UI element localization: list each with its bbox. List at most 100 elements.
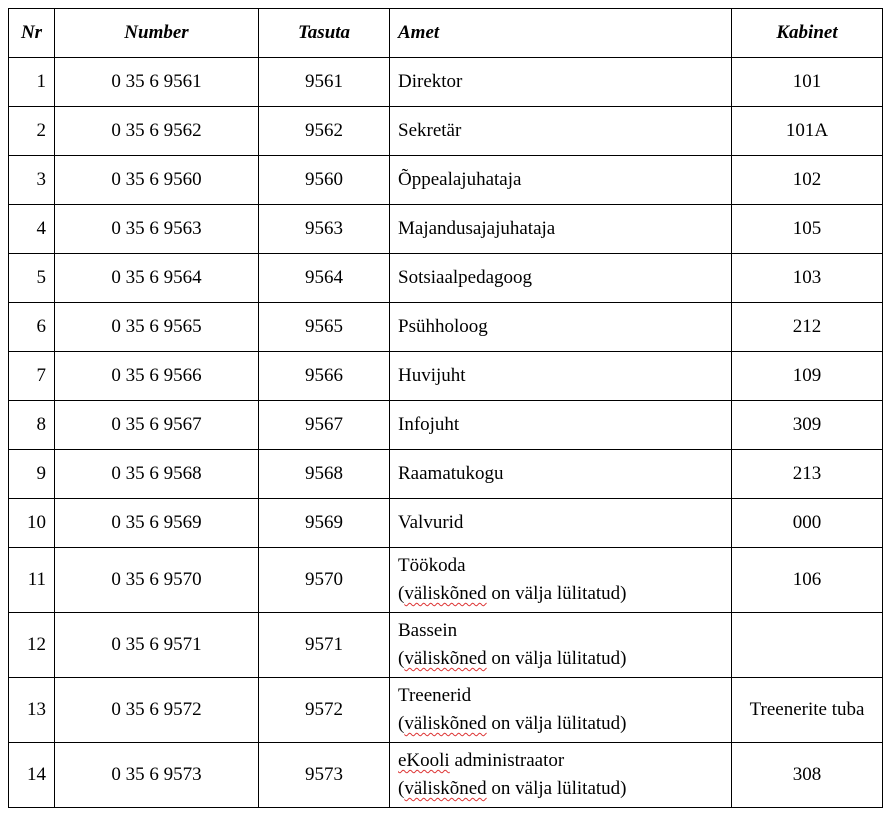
amet-title: Bassein	[398, 620, 458, 641]
cell-kabinet: Treenerite tuba	[731, 677, 883, 743]
cell-kabinet: 106	[731, 547, 883, 613]
cell-kabinet: 103	[731, 253, 883, 303]
cell-nr: 13	[8, 677, 55, 743]
cell-kabinet: 101	[731, 57, 883, 107]
cell-amet: Raamatukogu	[389, 449, 732, 499]
amet-title: Töökoda	[398, 555, 466, 576]
cell-tasuta: 9561	[258, 57, 390, 107]
header-kabinet: Kabinet	[731, 8, 883, 58]
cell-nr: 9	[8, 449, 55, 499]
cell-amet: Õppealajuhataja	[389, 155, 732, 205]
table-row: 11 0 35 6 9570 9570 Töökoda (väliskõned on v…	[8, 547, 883, 613]
cell-tasuta: 9568	[258, 449, 390, 499]
amet-title: Sotsiaalpedagoog	[398, 267, 533, 288]
amet-note: (väliskõned on välja lülitatud)	[398, 778, 627, 799]
cell-amet: Huvijuht	[389, 351, 732, 401]
cell-amet: eKooli administraator (väliskõned on välj…	[389, 742, 732, 808]
amet-title: Raamatukogu	[398, 463, 504, 484]
cell-number: 0 35 6 9560	[54, 155, 259, 205]
cell-nr: 5	[8, 253, 55, 303]
cell-tasuta: 9564	[258, 253, 390, 303]
table-row: 12 0 35 6 9571 9571 Bassein (väliskõned on v…	[8, 612, 883, 678]
cell-tasuta: 9573	[258, 742, 390, 808]
amet-note: (väliskõned on välja lülitatud)	[398, 583, 627, 604]
cell-kabinet: 308	[731, 742, 883, 808]
cell-nr: 11	[8, 547, 55, 613]
amet-title: eKooli administraator	[398, 750, 565, 771]
cell-nr: 1	[8, 57, 55, 107]
header-tasuta: Tasuta	[258, 8, 390, 58]
amet-title: Õppealajuhataja	[398, 169, 522, 190]
cell-number: 0 35 6 9561	[54, 57, 259, 107]
cell-nr: 10	[8, 498, 55, 548]
amet-title: Infojuht	[398, 414, 460, 435]
amet-title: Treenerid	[398, 685, 472, 706]
cell-tasuta: 9566	[258, 351, 390, 401]
cell-number: 0 35 6 9564	[54, 253, 259, 303]
cell-amet: Infojuht	[389, 400, 732, 450]
cell-tasuta: 9571	[258, 612, 390, 678]
cell-amet: Direktor	[389, 57, 732, 107]
cell-number: 0 35 6 9565	[54, 302, 259, 352]
cell-tasuta: 9560	[258, 155, 390, 205]
table-row: 10 0 35 6 9569 9569 Valvurid 000	[8, 498, 883, 548]
cell-number: 0 35 6 9572	[54, 677, 259, 743]
cell-tasuta: 9565	[258, 302, 390, 352]
cell-nr: 12	[8, 612, 55, 678]
cell-kabinet: 212	[731, 302, 883, 352]
cell-tasuta: 9563	[258, 204, 390, 254]
table-row: 14 0 35 6 9573 9573 eKooli administraator (v…	[8, 742, 883, 808]
cell-tasuta: 9567	[258, 400, 390, 450]
cell-kabinet: 101A	[731, 106, 883, 156]
cell-number: 0 35 6 9573	[54, 742, 259, 808]
cell-amet: Töökoda (väliskõned on välja lülitatud)	[389, 547, 732, 613]
cell-number: 0 35 6 9571	[54, 612, 259, 678]
header-amet: Amet	[389, 8, 732, 58]
amet-title: Psühholoog	[398, 316, 488, 337]
cell-number: 0 35 6 9570	[54, 547, 259, 613]
amet-note: (väliskõned on välja lülitatud)	[398, 713, 627, 734]
cell-number: 0 35 6 9567	[54, 400, 259, 450]
cell-number: 0 35 6 9566	[54, 351, 259, 401]
cell-nr: 3	[8, 155, 55, 205]
amet-title: Valvurid	[398, 512, 464, 533]
cell-kabinet: 109	[731, 351, 883, 401]
cell-amet: Treenerid (väliskõned on välja lülitatud)	[389, 677, 732, 743]
cell-tasuta: 9570	[258, 547, 390, 613]
cell-nr: 4	[8, 204, 55, 254]
header-nr: Nr	[8, 8, 55, 58]
cell-kabinet: 105	[731, 204, 883, 254]
cell-kabinet	[731, 612, 883, 678]
cell-number: 0 35 6 9568	[54, 449, 259, 499]
amet-title: Sekretär	[398, 120, 462, 141]
cell-nr: 8	[8, 400, 55, 450]
amet-title: Majandusajajuhataja	[398, 218, 556, 239]
cell-nr: 7	[8, 351, 55, 401]
cell-number: 0 35 6 9563	[54, 204, 259, 254]
cell-tasuta: 9562	[258, 106, 390, 156]
amet-title: Direktor	[398, 71, 463, 92]
cell-amet: Sotsiaalpedagoog	[389, 253, 732, 303]
cell-tasuta: 9572	[258, 677, 390, 743]
cell-number: 0 35 6 9562	[54, 106, 259, 156]
amet-title: Huvijuht	[398, 365, 466, 386]
table-row: 13 0 35 6 9572 9572 Treenerid (väliskõned on…	[8, 677, 883, 743]
cell-amet: Sekretär	[389, 106, 732, 156]
cell-nr: 6	[8, 302, 55, 352]
cell-kabinet: 213	[731, 449, 883, 499]
cell-kabinet: 102	[731, 155, 883, 205]
cell-kabinet: 000	[731, 498, 883, 548]
cell-amet: Majandusajajuhataja	[389, 204, 732, 254]
cell-nr: 14	[8, 742, 55, 808]
